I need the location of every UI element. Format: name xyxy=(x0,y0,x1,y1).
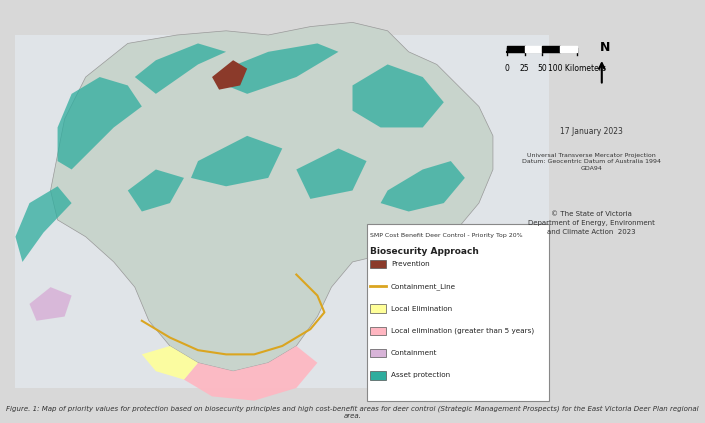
Bar xyxy=(370,371,386,379)
Text: N: N xyxy=(600,41,611,54)
Text: 50: 50 xyxy=(537,64,547,74)
Text: Prevention: Prevention xyxy=(391,261,430,267)
Polygon shape xyxy=(191,136,282,186)
Polygon shape xyxy=(142,346,198,379)
Polygon shape xyxy=(51,22,493,371)
Text: Local Elimination: Local Elimination xyxy=(391,305,452,312)
Polygon shape xyxy=(226,44,338,94)
Polygon shape xyxy=(352,64,443,127)
Polygon shape xyxy=(30,287,72,321)
Bar xyxy=(370,349,386,357)
Text: 0: 0 xyxy=(505,64,510,74)
Polygon shape xyxy=(184,346,317,401)
Polygon shape xyxy=(58,77,142,170)
Bar xyxy=(370,327,386,335)
Bar xyxy=(370,260,386,268)
Polygon shape xyxy=(16,186,72,262)
Text: Containment_Line: Containment_Line xyxy=(391,283,456,290)
Polygon shape xyxy=(135,44,226,94)
Text: Containment: Containment xyxy=(391,350,438,356)
Text: 17 January 2023: 17 January 2023 xyxy=(560,127,623,137)
Text: SMP Cost Benefit Deer Control - Priority Top 20%: SMP Cost Benefit Deer Control - Priority… xyxy=(370,233,522,238)
Polygon shape xyxy=(212,60,247,90)
Text: Biosecurity Approach: Biosecurity Approach xyxy=(370,247,479,256)
Text: Local elimination (greater than 5 years): Local elimination (greater than 5 years) xyxy=(391,327,534,334)
Text: Asset protection: Asset protection xyxy=(391,372,450,379)
Bar xyxy=(370,305,386,313)
Polygon shape xyxy=(381,161,465,212)
Polygon shape xyxy=(16,35,549,388)
Text: Universal Transverse Mercator Projection
Datum: Geocentric Datum of Australia 19: Universal Transverse Mercator Projection… xyxy=(522,153,661,171)
Text: 25: 25 xyxy=(520,64,529,74)
FancyBboxPatch shape xyxy=(367,224,549,401)
Text: © The State of Victoria
Department of Energy, Environment
and Climate Action  20: © The State of Victoria Department of En… xyxy=(528,212,655,234)
Text: 100 Kilometers: 100 Kilometers xyxy=(548,64,606,74)
Polygon shape xyxy=(128,170,184,212)
Polygon shape xyxy=(296,148,367,199)
Text: Figure. 1: Map of priority values for protection based on biosecurity principles: Figure. 1: Map of priority values for pr… xyxy=(6,405,699,419)
